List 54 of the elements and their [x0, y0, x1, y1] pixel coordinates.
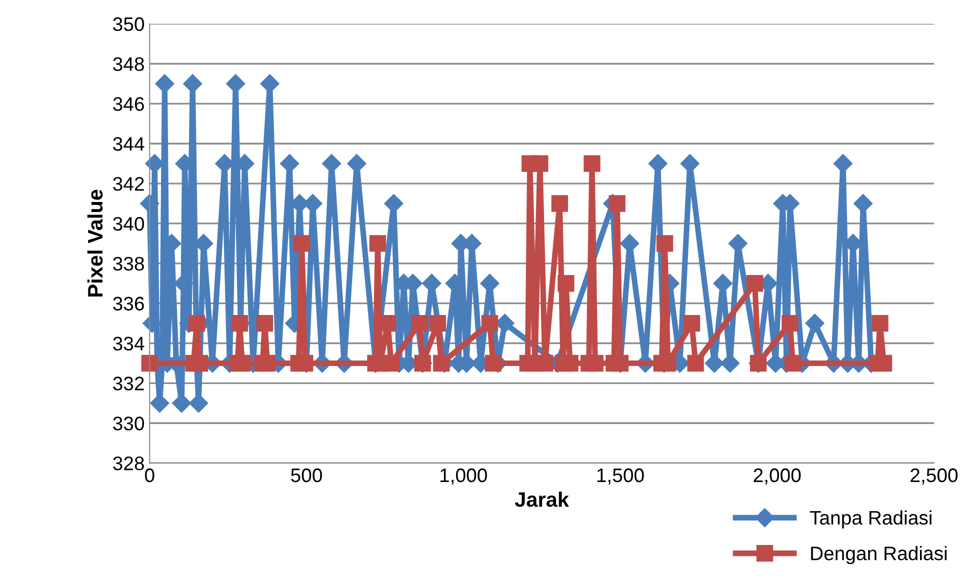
- point: [293, 235, 310, 252]
- y-tick-label: 348: [113, 57, 144, 71]
- x-tick-label: 0: [144, 468, 154, 482]
- point: [141, 354, 158, 372]
- point: [784, 354, 802, 372]
- x-tick-label: 2,000: [754, 468, 801, 484]
- point: [484, 354, 502, 372]
- point: [558, 275, 574, 292]
- y-tick-label: 328: [113, 456, 144, 470]
- point: [433, 354, 450, 372]
- point: [188, 314, 206, 332]
- point: [872, 314, 888, 332]
- y-tick-label: 346: [113, 97, 144, 111]
- point: [382, 354, 400, 372]
- point: [234, 354, 251, 372]
- point: [532, 155, 548, 172]
- point: [782, 314, 798, 332]
- point: [429, 314, 446, 332]
- x-tick-label: 500: [291, 468, 322, 482]
- point: [656, 235, 674, 252]
- point: [660, 354, 676, 372]
- x-tick-label: 2,500: [910, 468, 958, 484]
- y-tick-label: 350: [113, 17, 144, 32]
- y-tick-label: 332: [113, 376, 144, 390]
- point: [683, 314, 700, 332]
- y-tick-label: 338: [113, 256, 144, 271]
- point: [258, 354, 276, 372]
- point: [584, 155, 600, 172]
- y-axis-title: Pixel Value: [87, 190, 103, 296]
- point: [875, 354, 892, 372]
- point: [608, 195, 626, 212]
- x-axis-title: Jarak: [514, 492, 570, 507]
- point: [481, 314, 498, 332]
- point: [192, 354, 208, 372]
- y-tick-label: 344: [113, 137, 144, 151]
- y-tick-label: 330: [113, 416, 144, 430]
- point: [746, 275, 764, 292]
- point: [536, 354, 554, 372]
- y-tick-label: 340: [113, 216, 144, 231]
- point: [256, 314, 274, 332]
- point: [687, 354, 704, 372]
- legend-label: Dengan Radiasi: [811, 546, 947, 564]
- point: [551, 195, 568, 212]
- x-tick-label: 1,500: [597, 468, 644, 484]
- y-tick-label: 336: [113, 296, 144, 311]
- legend-label: Tanpa Radiasi: [810, 510, 932, 529]
- point: [411, 314, 428, 332]
- y-tick-label: 334: [113, 336, 144, 350]
- x-tick-label: 1,000: [440, 468, 487, 484]
- point: [562, 354, 578, 372]
- point: [369, 235, 386, 252]
- point: [296, 354, 314, 372]
- y-tick-label: 342: [113, 177, 144, 191]
- point: [586, 354, 604, 372]
